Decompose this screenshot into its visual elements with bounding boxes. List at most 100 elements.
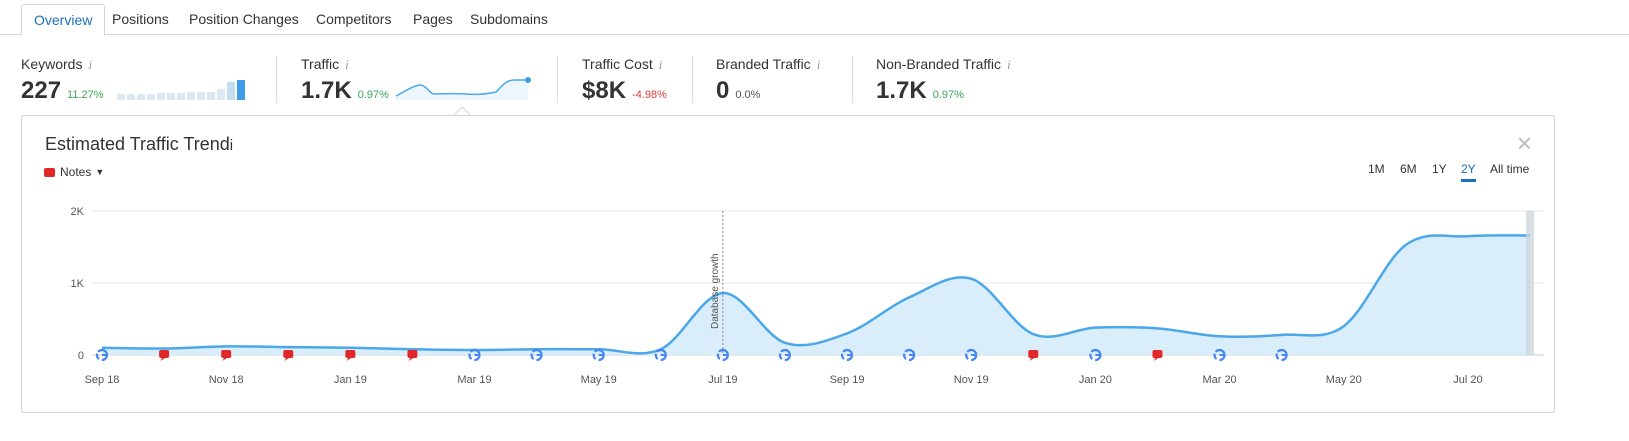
info-icon[interactable]: i: [88, 57, 93, 72]
notes-dropdown[interactable]: Notes ▼: [44, 165, 104, 179]
panel-title: Estimated Traffic Trendi: [45, 134, 233, 155]
keywords-spark-bar: [217, 89, 225, 100]
keywords-spark-bar: [127, 94, 135, 100]
keywords-spark-bar: [207, 92, 215, 100]
metric-divider: [276, 56, 277, 103]
traffic-value: 1.7K: [301, 77, 352, 104]
traffic-spark-area: [396, 80, 528, 100]
chevron-down-icon: ▼: [95, 167, 105, 177]
metric-divider: [692, 56, 693, 103]
keywords-delta: 11.27%: [67, 89, 104, 101]
current-period-marker: [1526, 211, 1534, 355]
panel-title-text: Estimated Traffic Trend: [45, 134, 230, 154]
range-6m[interactable]: 6M: [1400, 162, 1417, 176]
traffic-cost-delta: -4.98%: [632, 89, 667, 101]
y-tick-label: 2K: [71, 206, 85, 218]
y-tick-label: 1K: [71, 278, 85, 290]
x-tick-label: Jan 20: [1079, 374, 1112, 386]
info-icon[interactable]: i: [345, 57, 349, 72]
info-icon[interactable]: i: [229, 137, 234, 154]
traffic-spark-dot: [525, 77, 531, 83]
metric-divider: [852, 56, 853, 103]
note-marker-icon: [1153, 358, 1159, 361]
non-branded-value: 1.7K: [876, 77, 927, 104]
x-tick-label: Mar 20: [1202, 374, 1236, 386]
range-1y[interactable]: 1Y: [1432, 162, 1447, 176]
note-marker-icon: [408, 358, 414, 361]
traffic-spark-line: [395, 79, 528, 97]
x-tick-label: May 20: [1326, 374, 1362, 386]
x-tick-label: Nov 19: [954, 374, 989, 386]
traffic-area: [102, 235, 1530, 355]
info-icon[interactable]: i: [1007, 57, 1011, 72]
keywords-value: 227: [21, 77, 62, 104]
x-tick-label: Nov 18: [209, 374, 244, 386]
x-tick-label: Jan 19: [334, 374, 367, 386]
branded-value: 0: [716, 77, 730, 104]
y-tick-label: 0: [78, 350, 84, 362]
keywords-spark-bar: [177, 93, 185, 100]
x-tick-label: May 19: [581, 374, 617, 386]
metric-traffic[interactable]: Traffic i 1.7K 0.97%: [301, 56, 389, 105]
keywords-label: Keywords: [21, 56, 83, 72]
metric-traffic-cost[interactable]: Traffic Cost i $8K -4.98%: [582, 56, 667, 105]
non-branded-delta: 0.97%: [932, 89, 964, 101]
range-2y[interactable]: 2Y: [1461, 162, 1476, 182]
note-marker-icon: [1028, 350, 1039, 358]
metric-keywords[interactable]: Keywords i 227 11.27%: [21, 56, 104, 105]
x-tick-label: Mar 19: [457, 374, 491, 386]
keywords-spark-bar: [137, 94, 145, 100]
range-all-time[interactable]: All time: [1490, 162, 1530, 176]
metric-divider: [557, 56, 558, 103]
traffic-trend-panel: Estimated Traffic Trendi × Notes ▼ 1M 6M…: [21, 115, 1555, 413]
note-marker-icon: [407, 350, 418, 358]
keywords-spark-bar: [197, 92, 205, 100]
x-tick-label: Jul 19: [708, 374, 737, 386]
keywords-spark-bar: [227, 82, 235, 100]
note-marker-icon: [1152, 350, 1163, 358]
note-marker-icon: [159, 350, 170, 358]
traffic-sparkline: [395, 77, 531, 100]
keywords-spark-bar: [157, 93, 165, 100]
note-marker-icon: [1029, 358, 1035, 361]
range-1m[interactable]: 1M: [1368, 162, 1385, 176]
metric-branded-traffic[interactable]: Branded Traffic i 0 0.0%: [716, 56, 820, 105]
tab-bar: Overview Positions Position Changes Comp…: [0, 0, 1629, 36]
note-icon: [44, 167, 55, 177]
tab-competitors[interactable]: Competitors: [316, 11, 392, 27]
note-marker-icon: [284, 358, 290, 361]
keywords-sparkbars: [117, 80, 245, 100]
traffic-label: Traffic: [301, 56, 340, 72]
note-marker-icon: [221, 350, 232, 358]
metric-non-branded-traffic[interactable]: Non-Branded Traffic i 1.7K 0.97%: [876, 56, 1011, 105]
traffic-line: [101, 234, 1531, 355]
traffic-delta: 0.97%: [357, 89, 389, 101]
non-branded-label: Non-Branded Traffic: [876, 56, 1002, 72]
note-marker-icon: [346, 358, 352, 361]
tab-pages[interactable]: Pages: [413, 11, 453, 27]
keywords-spark-bar: [187, 92, 195, 100]
annotation-label: Database growth: [710, 253, 721, 329]
branded-label: Branded Traffic: [716, 56, 811, 72]
tab-positions[interactable]: Positions: [112, 11, 169, 27]
branded-delta: 0.0%: [735, 89, 761, 101]
note-marker-icon: [345, 350, 356, 358]
x-tick-label: Jul 20: [1453, 374, 1482, 386]
note-marker-icon: [283, 350, 294, 358]
info-icon[interactable]: i: [816, 57, 821, 72]
x-tick-label: Sep 19: [830, 374, 865, 386]
keywords-spark-bar: [237, 80, 245, 100]
note-marker-icon: [160, 358, 166, 361]
traffic-cost-label: Traffic Cost: [582, 56, 653, 72]
tab-position-changes[interactable]: Position Changes: [189, 11, 299, 27]
keywords-spark-bar: [117, 94, 125, 100]
note-marker-icon: [222, 358, 228, 361]
traffic-trend-chart: 0 1K 2K Sep 18 Nov 18 Jan 19 Mar 19 May 19 Jul 1…: [71, 206, 1544, 386]
tab-subdomains[interactable]: Subdomains: [470, 11, 548, 27]
panel-pointer: [453, 107, 471, 117]
keywords-spark-bar: [147, 94, 155, 100]
keywords-spark-bar: [167, 93, 175, 100]
close-icon[interactable]: ×: [1516, 128, 1532, 158]
info-icon[interactable]: i: [658, 57, 663, 72]
tab-overview[interactable]: Overview: [21, 4, 106, 36]
